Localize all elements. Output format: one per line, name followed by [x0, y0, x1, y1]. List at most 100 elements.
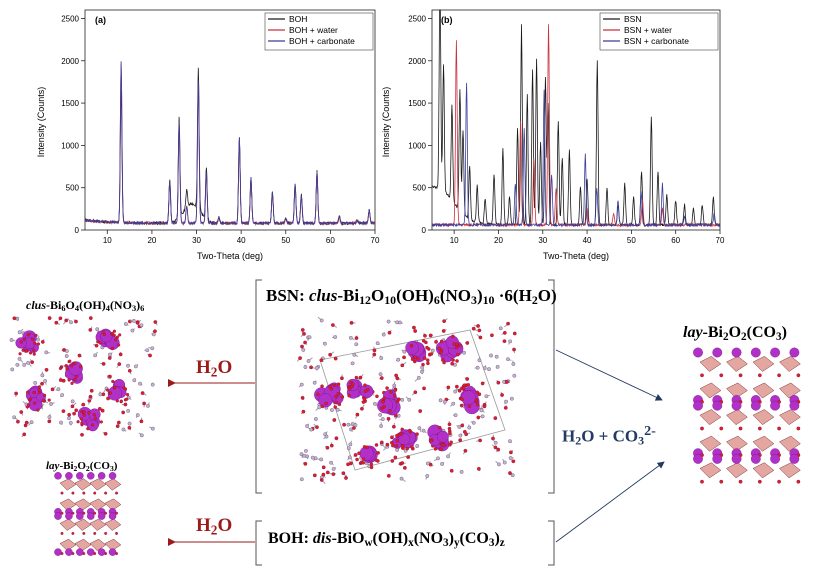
o-atom [451, 358, 455, 362]
y-tick-label: 2000 [61, 57, 79, 66]
o-atom [395, 438, 400, 443]
o-atom [353, 423, 358, 427]
o-atom [420, 365, 424, 370]
o-atom [422, 356, 427, 360]
o-atom [22, 363, 27, 367]
o-atom [399, 432, 404, 437]
o-atom [108, 391, 113, 395]
o-atom [303, 340, 307, 345]
o-atom [360, 406, 364, 411]
o-atom [124, 322, 128, 326]
o-atom [320, 384, 324, 388]
o-atom [310, 455, 315, 460]
o-atom [32, 348, 36, 352]
series-line-boh [84, 67, 376, 226]
o-atom [381, 332, 386, 337]
bi-polyhedron [779, 462, 801, 479]
o-atom [33, 401, 37, 405]
o-atom [114, 338, 118, 342]
o-atom [108, 352, 112, 357]
o-atom [17, 356, 22, 361]
o-atom [94, 343, 99, 348]
o-atom [508, 439, 512, 444]
bi-atom [770, 347, 780, 358]
o-atom [99, 420, 103, 424]
o-atom [336, 391, 341, 396]
bi-polyhedron [104, 518, 122, 531]
bi-atom [789, 453, 800, 464]
o-atom [447, 422, 452, 427]
o-atom [334, 394, 338, 399]
bsn-structure [296, 316, 517, 485]
x-tick-label: 60 [671, 236, 680, 245]
o-atom [125, 392, 130, 397]
o-atom [104, 531, 108, 535]
bi-polyhedron [89, 538, 107, 552]
o-atom [480, 381, 485, 386]
o-atom [346, 462, 350, 467]
o-atom [455, 359, 459, 363]
plot-frame-a [84, 9, 376, 231]
x-tick-label: 20 [147, 236, 156, 245]
x-tick-label: 50 [281, 236, 290, 245]
o-atom [495, 364, 500, 369]
o-atom [400, 444, 405, 448]
o-atom [80, 421, 84, 425]
bi-atom [693, 453, 703, 464]
o-atom [112, 329, 117, 333]
o-atom [319, 457, 324, 462]
o-atom [385, 442, 390, 447]
o-atom [362, 445, 367, 449]
o-atom [458, 438, 463, 443]
o-atom [126, 363, 130, 368]
bi-atom [54, 548, 62, 556]
bi-atom [54, 512, 62, 520]
o-atom [344, 476, 348, 480]
bi-atom [731, 453, 742, 464]
o-atom [56, 387, 61, 392]
o-atom [379, 440, 384, 445]
o-atom [49, 402, 53, 406]
o-atom [430, 348, 435, 353]
o-atom [437, 346, 442, 351]
o-atom [454, 345, 459, 350]
o-atom [796, 426, 801, 431]
o-atom [700, 426, 704, 431]
o-atom [123, 402, 128, 407]
o-atom [82, 511, 86, 515]
o-atom [74, 408, 79, 413]
o-atom [118, 352, 123, 357]
o-atom [71, 511, 75, 515]
o-atom [325, 470, 330, 475]
o-atom [400, 461, 405, 465]
o-atom [378, 413, 383, 417]
o-atom [60, 552, 64, 556]
o-atom [482, 366, 487, 371]
o-atom [33, 341, 37, 345]
o-atom [101, 362, 106, 366]
o-atom [346, 446, 351, 451]
o-atom [302, 453, 307, 458]
o-atom [100, 408, 105, 413]
o-atom [440, 462, 444, 466]
o-atom [28, 397, 33, 401]
x-tick-label: 10 [450, 236, 459, 245]
o-atom [379, 356, 384, 360]
legend-entry: BSN + carbonate [624, 36, 689, 46]
o-atom [86, 427, 90, 431]
o-atom [402, 349, 407, 354]
o-atom [460, 397, 464, 402]
o-atom [80, 432, 84, 437]
o-atom [142, 401, 146, 406]
o-atom [425, 345, 429, 350]
o-atom [336, 382, 341, 386]
o-atom [777, 479, 781, 484]
o-atom [428, 438, 433, 443]
o-atom [380, 417, 385, 421]
o-atom [407, 397, 412, 402]
o-atom [361, 461, 365, 465]
bi-polyhedron [699, 462, 722, 479]
bi-atom [461, 390, 476, 406]
o-atom [329, 443, 334, 448]
o-atom [446, 385, 451, 390]
